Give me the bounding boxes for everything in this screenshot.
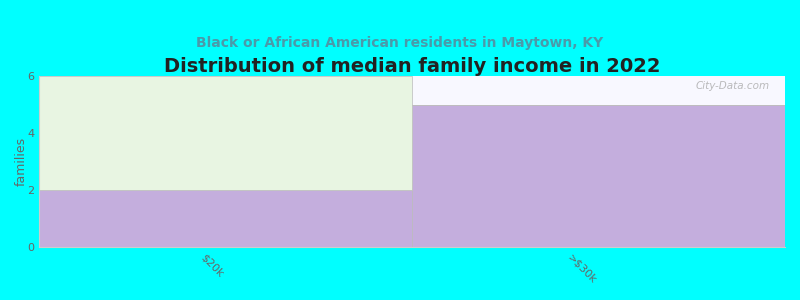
Title: Distribution of median family income in 2022: Distribution of median family income in … [164, 57, 660, 76]
Text: Black or African American residents in Maytown, KY: Black or African American residents in M… [196, 36, 604, 50]
Bar [39, 76, 412, 190]
Bar [39, 190, 412, 247]
Text: City-Data.com: City-Data.com [696, 81, 770, 91]
Y-axis label: families: families [15, 137, 28, 186]
Bar [412, 104, 785, 247]
